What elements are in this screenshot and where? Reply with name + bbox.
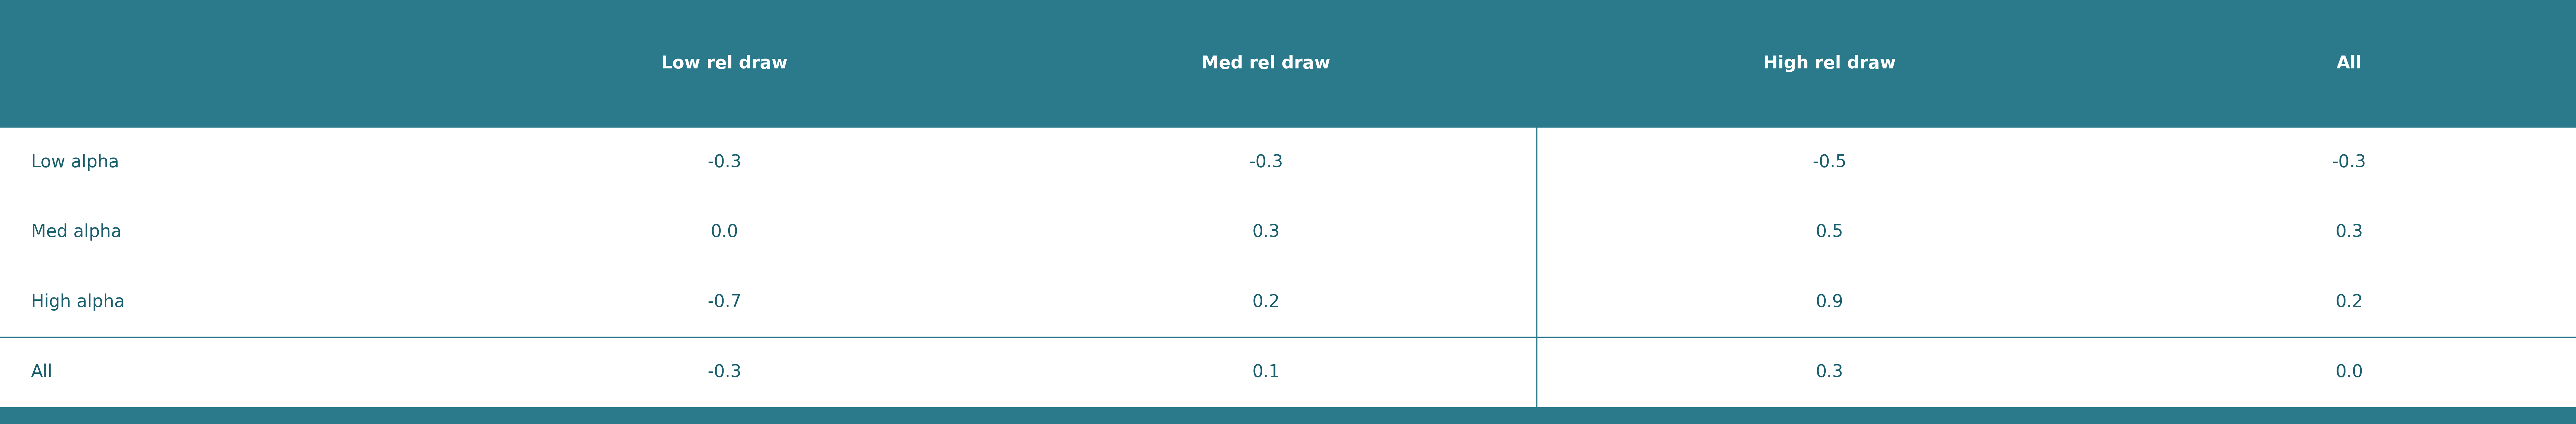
Text: 0.3: 0.3: [2336, 223, 2362, 241]
Text: High alpha: High alpha: [31, 293, 124, 311]
Text: All: All: [31, 363, 52, 381]
Text: 0.3: 0.3: [1816, 363, 1844, 381]
Text: -0.3: -0.3: [2331, 153, 2367, 171]
Text: -0.7: -0.7: [708, 293, 742, 311]
Text: 0.2: 0.2: [1252, 293, 1280, 311]
Text: High rel draw: High rel draw: [1762, 55, 1896, 72]
Text: -0.3: -0.3: [1249, 153, 1283, 171]
Text: 0.3: 0.3: [1252, 223, 1280, 241]
Text: 0.0: 0.0: [2336, 363, 2362, 381]
Text: -0.5: -0.5: [1814, 153, 1847, 171]
Bar: [0, 0, 2576, 127]
Text: 0.5: 0.5: [1816, 223, 1844, 241]
Text: Med alpha: Med alpha: [31, 223, 121, 241]
Text: 0.2: 0.2: [2336, 293, 2362, 311]
Text: 0.0: 0.0: [711, 223, 739, 241]
Text: 0.9: 0.9: [1816, 293, 1844, 311]
Text: Low alpha: Low alpha: [31, 153, 118, 171]
Text: -0.3: -0.3: [708, 363, 742, 381]
Text: All: All: [2336, 55, 2362, 72]
Text: 0.1: 0.1: [1252, 363, 1280, 381]
Bar: [0, 407, 2576, 424]
Text: -0.3: -0.3: [708, 153, 742, 171]
Text: Med rel draw: Med rel draw: [1200, 55, 1329, 72]
Text: Low rel draw: Low rel draw: [662, 55, 788, 72]
